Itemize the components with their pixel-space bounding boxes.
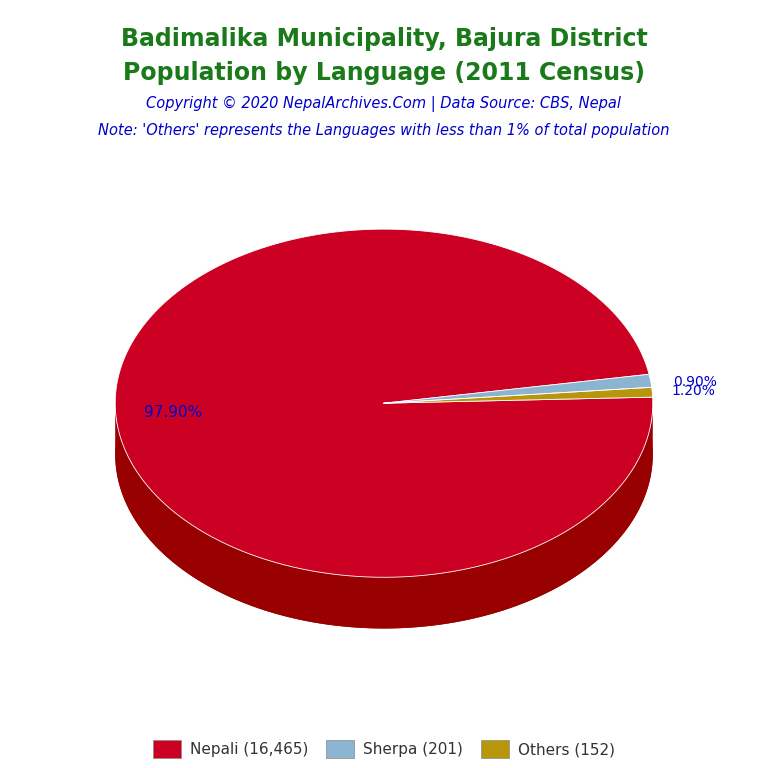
Polygon shape [384,387,653,403]
Text: 97.90%: 97.90% [144,405,203,420]
Polygon shape [115,229,653,578]
Legend: Nepali (16,465), Sherpa (201), Others (152): Nepali (16,465), Sherpa (201), Others (1… [147,734,621,764]
Text: Population by Language (2011 Census): Population by Language (2011 Census) [123,61,645,85]
Text: Badimalika Municipality, Bajura District: Badimalika Municipality, Bajura District [121,27,647,51]
Text: 1.20%: 1.20% [671,384,715,398]
Text: Copyright © 2020 NepalArchives.Com | Data Source: CBS, Nepal: Copyright © 2020 NepalArchives.Com | Dat… [147,96,621,112]
Ellipse shape [115,280,653,628]
Text: 0.90%: 0.90% [673,375,717,389]
Polygon shape [115,401,653,628]
Polygon shape [384,374,652,403]
Text: Note: 'Others' represents the Languages with less than 1% of total population: Note: 'Others' represents the Languages … [98,123,670,138]
